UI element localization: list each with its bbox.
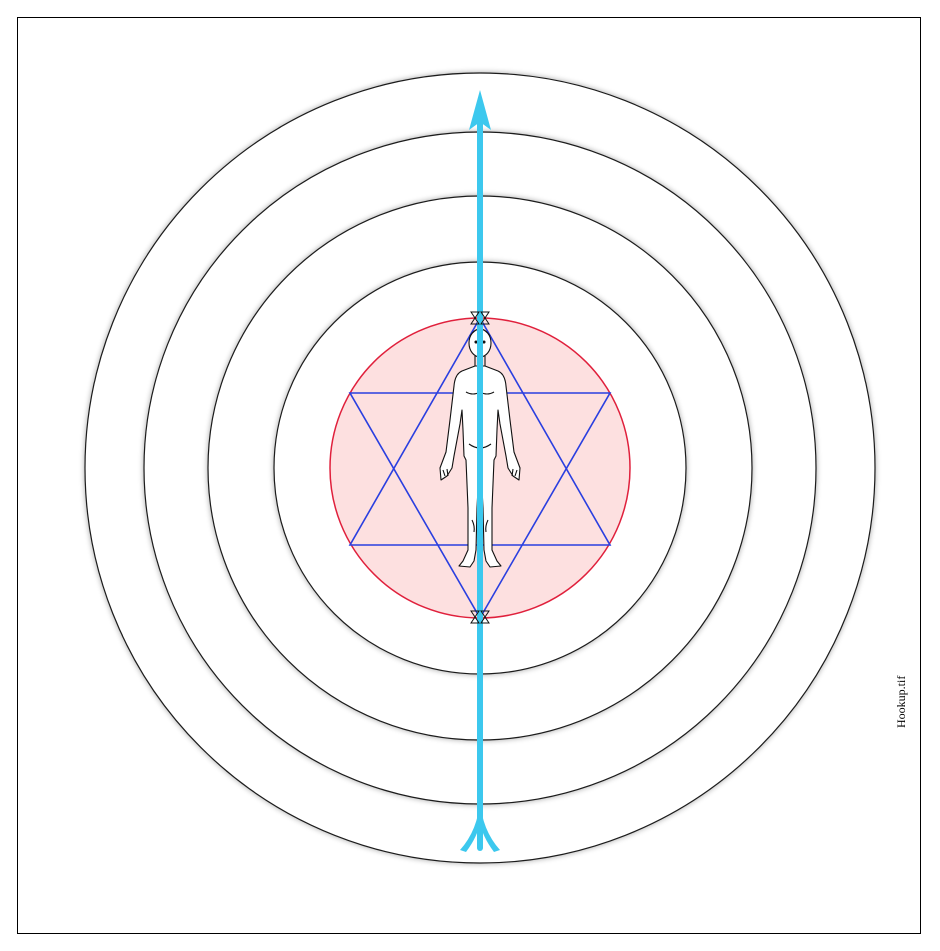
cone-vertex-icon xyxy=(470,610,490,624)
arrow-fletching-icon xyxy=(460,800,500,852)
file-label: Hookup.tif xyxy=(894,675,908,728)
cone-vertex-icon xyxy=(470,311,490,325)
axis-nodes xyxy=(470,311,490,624)
page-frame xyxy=(17,17,921,934)
energy-axis xyxy=(460,90,500,852)
arrow-up-icon xyxy=(469,90,491,130)
